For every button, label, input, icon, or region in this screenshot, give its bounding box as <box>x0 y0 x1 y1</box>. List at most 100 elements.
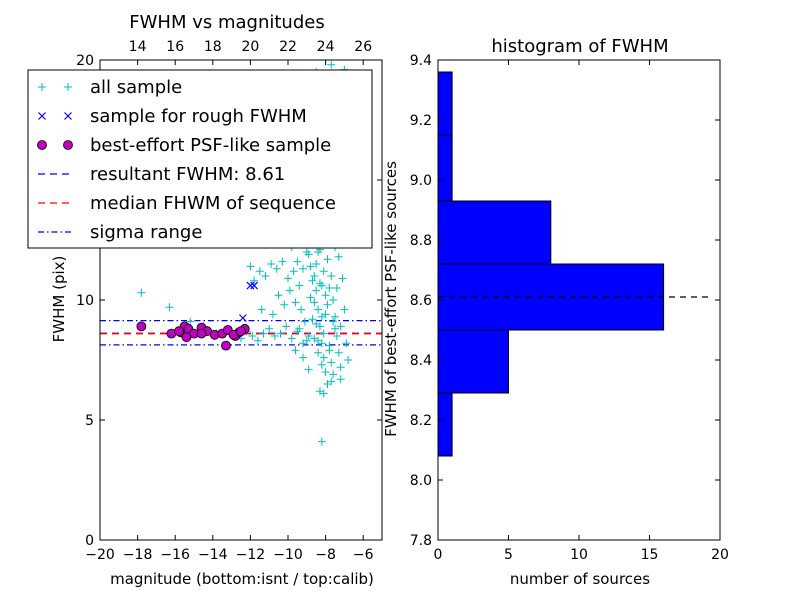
series-0-point-109 <box>340 305 349 314</box>
legend-entry-3-label: resultant FWHM: 8.61 <box>90 164 285 185</box>
series-0-point-75 <box>329 296 338 304</box>
series-0-point-71 <box>308 276 317 285</box>
histogram-xtick-label-0: 0 <box>434 547 443 563</box>
legend-entry-1-marker-1 <box>64 112 72 120</box>
scatter-title: FWHM vs magnitudes <box>129 12 324 33</box>
histogram-marks: 0 5 10 15 20 7.8 8.0 8.2 8.4 8.6 8.8 9.0 9.2 9.4 <box>410 53 729 563</box>
series-0-point-12 <box>270 332 279 340</box>
scatter-panel: FWHM vs magnitudes magnitude (bottom:isn… <box>27 12 383 588</box>
series-0-point-18 <box>304 332 313 340</box>
series-1-point-0 <box>246 281 255 290</box>
series-2-point-15 <box>174 326 184 337</box>
series-0-point-15 <box>287 334 296 343</box>
series-0-point-49 <box>319 329 328 338</box>
series-0-point-54 <box>329 370 338 379</box>
scatter-xtick-label-4: −12 <box>236 547 266 563</box>
series-0-point-26 <box>289 267 298 276</box>
histogram-xlabel: number of sources <box>510 570 650 588</box>
histogram-ytick-label-0: 7.8 <box>410 533 432 549</box>
histogram-ytick-label-3: 8.4 <box>410 353 432 369</box>
legend-entry-0-label: all sample <box>90 77 182 98</box>
series-0-point-22 <box>267 260 276 268</box>
scatter-xtick-label-3: −14 <box>198 547 228 563</box>
histogram-ytick-label-4: 8.6 <box>410 293 432 309</box>
scatter-ylabel: FWHM (pix) <box>50 256 68 343</box>
scatter-toptick-label-0: 14 <box>129 39 147 55</box>
series-0-point-68 <box>317 360 326 369</box>
series-0-point-98 <box>299 264 308 273</box>
series-0-point-77 <box>332 332 341 340</box>
histogram-bar-0 <box>437 392 453 457</box>
scatter-toptick-label-3: 20 <box>241 39 259 55</box>
series-0-point-86 <box>325 284 334 292</box>
series-0-point-79 <box>336 363 345 372</box>
scatter-ytick-label-4: 20 <box>76 53 94 69</box>
histogram-xtick-label-2: 10 <box>570 547 588 563</box>
histogram-bar-5 <box>437 71 453 136</box>
series-0-point-107 <box>338 274 347 283</box>
series-2-point-17 <box>221 340 231 351</box>
histogram-bar-3 <box>437 200 552 265</box>
series-0-point-36 <box>257 305 266 314</box>
series-0-point-73 <box>312 320 321 328</box>
histogram-ytick-label-7: 9.2 <box>410 113 432 129</box>
series-0-point-25 <box>284 274 292 283</box>
series-0-point-84 <box>319 267 328 276</box>
legend-entry-0-marker-0 <box>38 83 46 91</box>
series-0-point-34 <box>302 336 311 345</box>
scatter-legend: all sample sample for rough FWHM best-effo… <box>27 69 373 249</box>
histogram-ytick-label-2: 8.2 <box>410 413 432 429</box>
series-2-point-14 <box>181 332 192 343</box>
histogram-title: histogram of FWHM <box>491 36 668 57</box>
series-0-point-29 <box>274 291 283 300</box>
series-0-point-97 <box>293 257 302 266</box>
legend-entry-1-marker-0 <box>38 112 46 120</box>
series-0-point-53 <box>327 358 336 367</box>
histogram-xtick-label-4: 20 <box>711 547 729 563</box>
series-1-point-2 <box>250 281 259 290</box>
series-0-point-51 <box>323 300 332 309</box>
series-0-point-66 <box>327 377 336 386</box>
histogram-ytick-label-1: 8.0 <box>410 473 432 489</box>
legend-entry-0-marker-1 <box>64 83 72 91</box>
series-0-point-2 <box>186 317 195 326</box>
series-0-point-106 <box>334 252 343 261</box>
scatter-xtick-label-2: −16 <box>160 547 190 563</box>
legend-entry-2-marker-1 <box>63 140 73 150</box>
series-0-point-67 <box>325 346 334 355</box>
legend-box <box>27 69 373 249</box>
histogram-ytick-label-8: 9.4 <box>410 53 432 69</box>
legend-entry-2-marker-0 <box>37 140 47 150</box>
series-0-point-70 <box>310 298 319 307</box>
series-0-point-0 <box>137 288 146 297</box>
series-0-point-13 <box>276 329 285 338</box>
series-2-point-19 <box>236 326 246 337</box>
series-0-point-11 <box>265 324 274 333</box>
series-0-point-37 <box>280 300 289 309</box>
scatter-xtick-label-6: −8 <box>315 547 336 563</box>
histogram-ytick-label-5: 8.8 <box>410 233 432 249</box>
series-0-point-87 <box>327 272 336 280</box>
scatter-xtick-label-0: −20 <box>85 547 115 563</box>
histogram-ylabel: FWHM of best-effort PSF-like sources <box>382 161 400 437</box>
series-0-point-10 <box>259 329 268 338</box>
histogram-panel: histogram of FWHM number of sources FWHM… <box>382 36 729 588</box>
histogram-bar-1 <box>437 329 509 394</box>
scatter-plot-area <box>100 60 382 446</box>
scatter-xlabel: magnitude (bottom:isnt / top:calib) <box>110 570 374 588</box>
series-0-point-62 <box>321 368 330 376</box>
scatter-toptick-label-1: 16 <box>166 39 184 55</box>
series-0-point-110 <box>336 322 345 331</box>
series-0-point-88 <box>329 317 338 326</box>
scatter-toptick-label-6: 26 <box>354 39 372 55</box>
series-0-point-72 <box>306 262 315 271</box>
series-0-point-40 <box>291 346 300 355</box>
series-0-point-39 <box>299 353 308 362</box>
series-0-point-43 <box>308 315 317 324</box>
series-0-point-83 <box>323 255 332 264</box>
histogram-ytick-label-6: 9.0 <box>410 173 432 189</box>
histogram-bar-4 <box>437 134 453 202</box>
series-0-point-65 <box>319 389 328 398</box>
series-1-point-1 <box>238 314 247 322</box>
